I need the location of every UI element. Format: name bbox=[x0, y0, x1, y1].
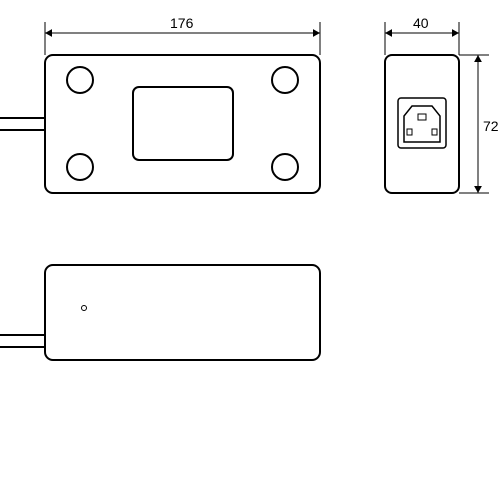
dim-width-top: 176 bbox=[170, 15, 193, 31]
dim-width-end: 40 bbox=[413, 15, 429, 31]
technical-drawing bbox=[0, 0, 500, 500]
dim-height-end: 72 bbox=[483, 118, 499, 134]
